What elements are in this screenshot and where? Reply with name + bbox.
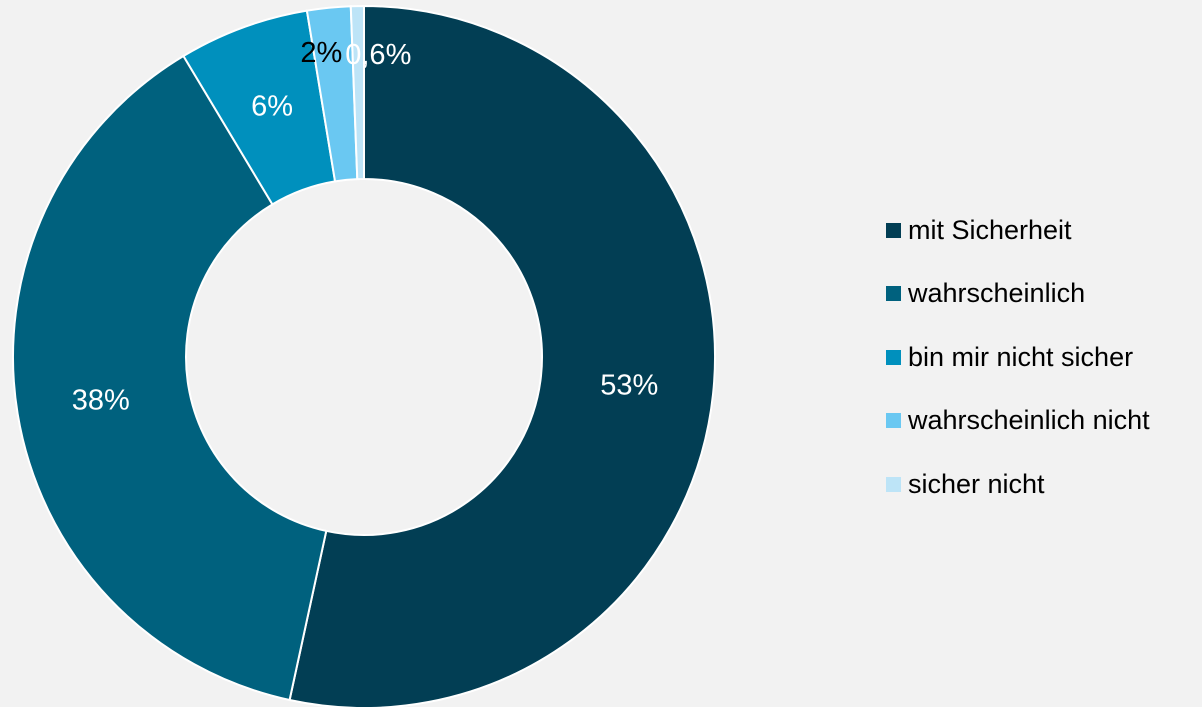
legend-entry-mit-sicherheit: mit Sicherheit	[886, 211, 1150, 249]
legend-swatch	[886, 413, 901, 428]
slice-wahrscheinlich	[12, 54, 328, 702]
slice-mit-sicherheit	[288, 4, 716, 707]
data-label-mit-sicherheit: 53%	[600, 369, 658, 401]
legend-label: sicher nicht	[908, 468, 1045, 499]
donut-slices	[12, 4, 716, 707]
legend-entry-wahrscheinlich: wahrscheinlich	[886, 275, 1150, 313]
legend-label: bin mir nicht sicher	[908, 341, 1134, 372]
legend-label: wahrscheinlich	[908, 278, 1086, 308]
data-label-sicher-nicht: 0,6%	[345, 39, 411, 71]
donut-data-labels: 53% 38% 6%2% 0,6%	[72, 37, 658, 416]
legend-entry-wahrscheinlich-nicht: wahrscheinlich nicht	[886, 402, 1150, 440]
slice-sicher-nicht	[349, 4, 365, 181]
legend-entry-sicher-nicht: sicher nicht	[886, 465, 1150, 503]
data-label-bin-mir-nicht-sicher: 6%	[251, 91, 293, 123]
legend-swatch	[886, 222, 901, 238]
legend-swatch	[886, 286, 901, 301]
data-label-wahrscheinlich-nicht: 2%	[300, 37, 342, 69]
data-label-wahrscheinlich: 38%	[72, 384, 130, 416]
legend-swatch	[886, 476, 901, 492]
legend-label: wahrscheinlich nicht	[908, 405, 1150, 435]
legend-entry-bin-mir-nicht-sicher: bin mir nicht sicher	[886, 338, 1150, 376]
legend: mit Sicherheit wahrscheinlich bin mir ni…	[886, 211, 1150, 529]
legend-label: mit Sicherheit	[908, 214, 1072, 245]
legend-swatch	[886, 349, 901, 365]
